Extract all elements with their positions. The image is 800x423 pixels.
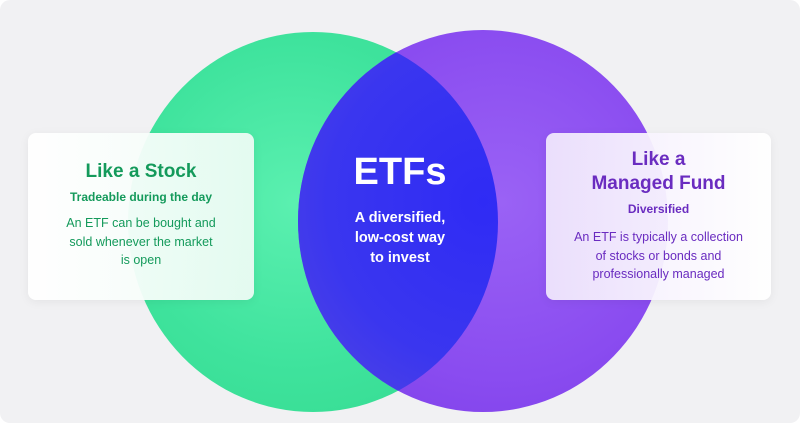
etfs-title: ETFs [353,151,447,193]
etfs-description: A diversified, low-cost way to invest [300,208,500,268]
etfs-description-line: A diversified, [354,210,446,226]
managed-fund-title-line: Managed Fund [591,173,726,194]
like-a-managed-fund-card: Like a Managed Fund Diversified An ETF i… [546,133,771,300]
like-a-managed-fund-title: Like a Managed Fund [558,148,759,196]
like-a-stock-card: Like a Stock Tradeable during the day An… [28,133,254,300]
description-line: An ETF can be bought and [66,216,216,230]
etfs-description-line: low-cost way [354,230,446,246]
managed-fund-title-line: Like a [631,149,686,170]
overlap-lens [298,32,498,412]
like-a-managed-fund-subtitle: Diversified [627,202,690,216]
description-line: professionally managed [592,267,725,281]
like-a-stock-title: Like a Stock [40,160,242,184]
etfs-description-line: to invest [370,250,430,266]
description-line: of stocks or bonds and [595,248,722,263]
description-line: is open [120,253,162,267]
like-a-stock-title-line: Like a Stock [85,161,197,182]
description-line: An ETF is typically a collection [574,230,743,244]
like-a-managed-fund-description: An ETF is typically a collection of stoc… [558,228,759,284]
description-line: sold whenever the market [69,234,213,249]
like-a-stock-subtitle: Tradeable during the day [69,190,213,204]
etfs-center-label: ETFs A diversified, low-cost way to inve… [300,150,500,268]
like-a-stock-description: An ETF can be bought and sold whenever t… [40,214,242,270]
